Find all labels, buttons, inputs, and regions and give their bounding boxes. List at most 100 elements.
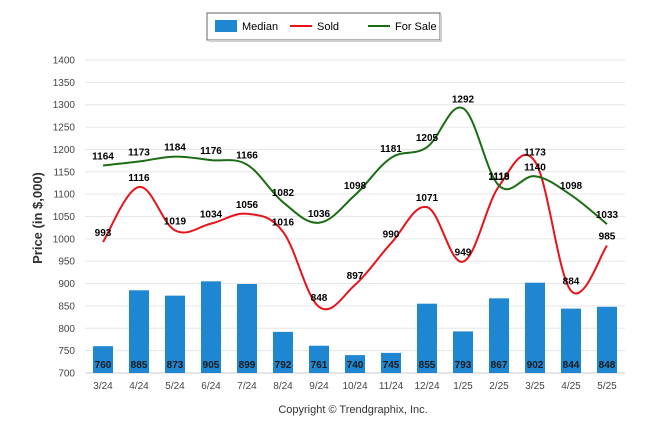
median-bar-label: 899 (239, 360, 256, 371)
median-bar (597, 306, 617, 373)
legend-shadow-bottom (209, 40, 442, 42)
x-tick-label: 7/24 (237, 381, 257, 392)
median-bar-label: 902 (527, 360, 544, 371)
sold-point-label: 949 (455, 248, 472, 259)
median-bar (381, 352, 401, 373)
median-bar (561, 308, 581, 373)
median-bar (309, 345, 329, 373)
median-bar-label: 740 (347, 360, 364, 371)
sold-point-label: 1034 (200, 210, 223, 221)
median-bar (165, 295, 185, 373)
median-bar (525, 282, 545, 373)
x-tick-label: 9/24 (309, 381, 329, 392)
x-tick-label: 2/25 (489, 381, 509, 392)
sold-point-label: 993 (95, 228, 112, 239)
data-labels: 760 885 873 905 899 792 761 740 745 855 793 867 902 8… (92, 94, 618, 371)
median-bar-label: 867 (491, 360, 508, 371)
y-tick-label: 1100 (53, 190, 75, 201)
x-tick-label: 5/24 (165, 381, 185, 392)
for-sale-point-label: 1205 (416, 133, 439, 144)
y-axis-title: Price (in $,000) (30, 172, 45, 264)
sold-point-label: 985 (599, 232, 616, 243)
y-tick-label: 850 (58, 301, 75, 312)
y-tick-label: 1150 (53, 167, 75, 178)
y-tick-label: 1300 (53, 100, 76, 111)
legend-label: Sold (317, 21, 339, 33)
x-tick-label: 1/25 (453, 381, 473, 392)
sold-point-label: 884 (563, 277, 580, 288)
legend-label: Median (242, 21, 278, 33)
median-bar (489, 298, 509, 373)
lines (102, 106, 608, 311)
x-axis-ticks: 3/24 4/24 5/24 6/24 7/24 8/24 9/24 10/24 11/24 12… (93, 381, 617, 392)
median-bar-label: 761 (311, 360, 328, 371)
y-tick-label: 750 (58, 346, 75, 357)
y-tick-label: 1250 (53, 123, 76, 134)
median-bar-label: 848 (599, 360, 616, 371)
median-bar-label: 745 (383, 360, 400, 371)
legend-shadow (440, 15, 442, 42)
median-bar-label: 793 (455, 360, 472, 371)
median-bar (93, 346, 113, 373)
y-tick-label: 1200 (53, 145, 76, 156)
median-bar-label: 792 (275, 360, 292, 371)
x-tick-label: 5/25 (597, 381, 617, 392)
for-sale-point-label: 1176 (200, 146, 222, 157)
x-tick-label: 12/24 (414, 381, 439, 392)
x-tick-label: 6/24 (201, 381, 221, 392)
x-tick-label: 11/24 (379, 381, 404, 392)
for-sale-point-label: 1292 (452, 94, 475, 105)
sold-point-label: 1173 (524, 148, 546, 159)
median-bar (417, 303, 437, 373)
y-tick-label: 1400 (53, 56, 76, 67)
sold-point-label: 1071 (416, 193, 439, 204)
sold-point-label: 1116 (128, 173, 150, 184)
x-tick-label: 10/24 (342, 381, 367, 392)
median-bar-label: 855 (419, 360, 436, 371)
y-tick-label: 1050 (53, 212, 76, 223)
for-sale-point-label: 1184 (164, 143, 186, 154)
for-sale-point-label: 1098 (560, 181, 583, 192)
median-bar (129, 290, 149, 373)
median-bar-label: 885 (131, 360, 148, 371)
sold-point-label: 1056 (236, 200, 259, 211)
x-tick-label: 8/24 (273, 381, 293, 392)
x-tick-label: 3/24 (93, 381, 113, 392)
median-bars (93, 281, 617, 373)
x-tick-label: 4/25 (561, 381, 581, 392)
sold-point-label: 1019 (164, 216, 187, 227)
median-bar (345, 355, 365, 373)
legend-frame (206, 12, 441, 41)
median-bar (237, 284, 257, 373)
median-bar (201, 281, 221, 373)
for-sale-point-label: 1173 (128, 148, 150, 159)
legend-label: For Sale (395, 21, 437, 33)
y-tick-label: 800 (58, 324, 75, 335)
y-tick-label: 1000 (53, 234, 76, 245)
for-sale-point-label: 1119 (488, 172, 510, 183)
for-sale-point-label: 1033 (596, 210, 619, 221)
for-sale-point-label: 1140 (524, 162, 546, 173)
median-bar-label: 905 (203, 360, 220, 371)
y-tick-label: 900 (58, 279, 75, 290)
sold-point-label: 848 (311, 293, 328, 304)
sold-point-label: 897 (347, 271, 364, 282)
for-sale-point-label: 1082 (272, 188, 295, 199)
for-sale-point-label: 1164 (92, 152, 114, 163)
sold-point-label: 1118 (488, 172, 510, 183)
for-sale-point-label: 1166 (236, 151, 258, 162)
for-sale-line (102, 106, 608, 225)
y-tick-label: 1350 (53, 78, 76, 89)
sold-line (102, 153, 608, 311)
sold-point-label: 1016 (272, 218, 295, 229)
for-sale-point-label: 1181 (380, 144, 402, 155)
median-bar-label: 844 (563, 360, 580, 371)
x-tick-label: 3/25 (525, 381, 545, 392)
legend-swatch-median (215, 20, 237, 32)
y-tick-label: 700 (58, 369, 75, 380)
x-tick-label: 4/24 (129, 381, 149, 392)
sold-point-label: 990 (383, 229, 400, 240)
median-bar (453, 331, 473, 373)
